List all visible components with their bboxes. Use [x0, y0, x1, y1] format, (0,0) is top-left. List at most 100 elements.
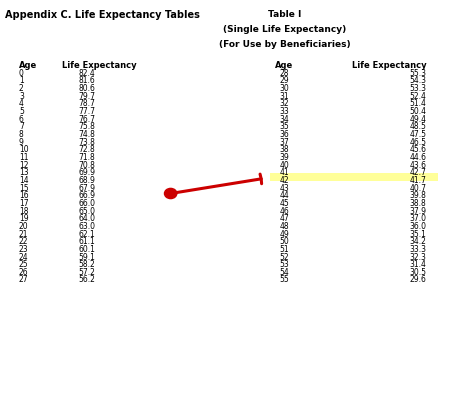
- Text: 47: 47: [280, 214, 289, 223]
- Text: 78.7: 78.7: [78, 99, 95, 108]
- Text: Age: Age: [275, 61, 293, 70]
- Text: 76.7: 76.7: [78, 115, 95, 123]
- Text: 42: 42: [280, 176, 289, 185]
- Text: 34.2: 34.2: [410, 237, 427, 246]
- Text: 44.6: 44.6: [410, 153, 427, 162]
- Text: 58.2: 58.2: [78, 260, 95, 269]
- Text: 47.5: 47.5: [410, 130, 427, 139]
- Text: 63.0: 63.0: [78, 222, 95, 231]
- Text: 40.7: 40.7: [410, 184, 427, 193]
- Text: 56.2: 56.2: [78, 275, 95, 285]
- Text: 37.9: 37.9: [410, 207, 427, 215]
- Text: 31: 31: [280, 92, 289, 101]
- Text: 18: 18: [19, 207, 28, 215]
- Text: 5: 5: [19, 107, 24, 116]
- Text: 62.1: 62.1: [78, 230, 95, 239]
- Text: 10: 10: [19, 145, 28, 154]
- Text: 51.4: 51.4: [410, 99, 427, 108]
- Text: 32.3: 32.3: [410, 252, 427, 261]
- Text: 70.8: 70.8: [78, 161, 95, 169]
- Text: 46: 46: [280, 207, 289, 215]
- Text: 37: 37: [280, 138, 289, 147]
- Text: 34: 34: [280, 115, 289, 123]
- Text: 30.5: 30.5: [410, 268, 427, 277]
- Text: 22: 22: [19, 237, 28, 246]
- Text: 30: 30: [280, 84, 289, 93]
- Text: 55: 55: [280, 275, 289, 285]
- Text: 51: 51: [280, 245, 289, 254]
- Text: 6: 6: [19, 115, 24, 123]
- Text: 2: 2: [19, 84, 24, 93]
- Text: 19: 19: [19, 214, 28, 223]
- Text: 35: 35: [280, 122, 289, 131]
- Text: 37.0: 37.0: [410, 214, 427, 223]
- Text: 61.1: 61.1: [78, 237, 95, 246]
- Text: 14: 14: [19, 176, 28, 185]
- Text: 36.0: 36.0: [410, 222, 427, 231]
- Text: 75.8: 75.8: [78, 122, 95, 131]
- Text: 72.8: 72.8: [78, 145, 95, 154]
- Text: 64.0: 64.0: [78, 214, 95, 223]
- Text: Table I: Table I: [268, 10, 301, 19]
- Text: 26: 26: [19, 268, 28, 277]
- Bar: [270, 173, 438, 181]
- Text: 53: 53: [280, 260, 289, 269]
- Circle shape: [164, 188, 177, 198]
- Text: 41: 41: [280, 168, 289, 177]
- Text: 9: 9: [19, 138, 24, 147]
- Text: 36: 36: [280, 130, 289, 139]
- Text: 20: 20: [19, 222, 28, 231]
- Text: 15: 15: [19, 184, 28, 193]
- Text: 43.6: 43.6: [410, 161, 427, 169]
- Text: 33: 33: [280, 107, 289, 116]
- Text: 17: 17: [19, 199, 28, 208]
- Text: 4: 4: [19, 99, 24, 108]
- Text: Appendix C. Life Expectancy Tables: Appendix C. Life Expectancy Tables: [5, 10, 200, 20]
- Text: 11: 11: [19, 153, 28, 162]
- Text: 77.7: 77.7: [78, 107, 95, 116]
- Text: 66.0: 66.0: [78, 199, 95, 208]
- Text: 66.9: 66.9: [78, 191, 95, 200]
- Text: 38: 38: [280, 145, 289, 154]
- Text: 25: 25: [19, 260, 28, 269]
- Text: 46.5: 46.5: [410, 138, 427, 147]
- Text: 21: 21: [19, 230, 28, 239]
- Text: (Single Life Expectancy): (Single Life Expectancy): [223, 25, 346, 34]
- Text: 60.1: 60.1: [78, 245, 95, 254]
- Text: 54.3: 54.3: [410, 76, 427, 85]
- Text: 74.8: 74.8: [78, 130, 95, 139]
- Text: 35.1: 35.1: [410, 230, 427, 239]
- Text: 41.7: 41.7: [410, 176, 427, 185]
- Text: 16: 16: [19, 191, 28, 200]
- Text: 29: 29: [280, 76, 289, 85]
- Text: 59.1: 59.1: [78, 252, 95, 261]
- Text: Age: Age: [19, 61, 37, 70]
- Text: Life Expectancy: Life Expectancy: [62, 61, 136, 70]
- Text: 69.9: 69.9: [78, 168, 95, 177]
- Text: 32: 32: [280, 99, 289, 108]
- Text: (For Use by Beneficiaries): (For Use by Beneficiaries): [219, 40, 350, 49]
- Text: 57.2: 57.2: [78, 268, 95, 277]
- Text: 81.6: 81.6: [78, 76, 95, 85]
- Text: 42.7: 42.7: [410, 168, 427, 177]
- Text: Life Expectancy: Life Expectancy: [352, 61, 427, 70]
- Text: 33.3: 33.3: [410, 245, 427, 254]
- Text: 3: 3: [19, 92, 24, 101]
- Text: 48.5: 48.5: [410, 122, 427, 131]
- Text: 39.8: 39.8: [410, 191, 427, 200]
- Text: 24: 24: [19, 252, 28, 261]
- Text: 12: 12: [19, 161, 28, 169]
- Text: 8: 8: [19, 130, 24, 139]
- Text: 48: 48: [280, 222, 289, 231]
- Text: 54: 54: [280, 268, 289, 277]
- Text: 52: 52: [280, 252, 289, 261]
- Text: 43: 43: [280, 184, 289, 193]
- Text: 52.4: 52.4: [410, 92, 427, 101]
- Text: 7: 7: [19, 122, 24, 131]
- Text: 67.9: 67.9: [78, 184, 95, 193]
- Text: 45.6: 45.6: [410, 145, 427, 154]
- Text: 31.4: 31.4: [410, 260, 427, 269]
- Text: 82.4: 82.4: [78, 68, 95, 77]
- Text: 55.3: 55.3: [410, 68, 427, 77]
- Text: 49: 49: [280, 230, 289, 239]
